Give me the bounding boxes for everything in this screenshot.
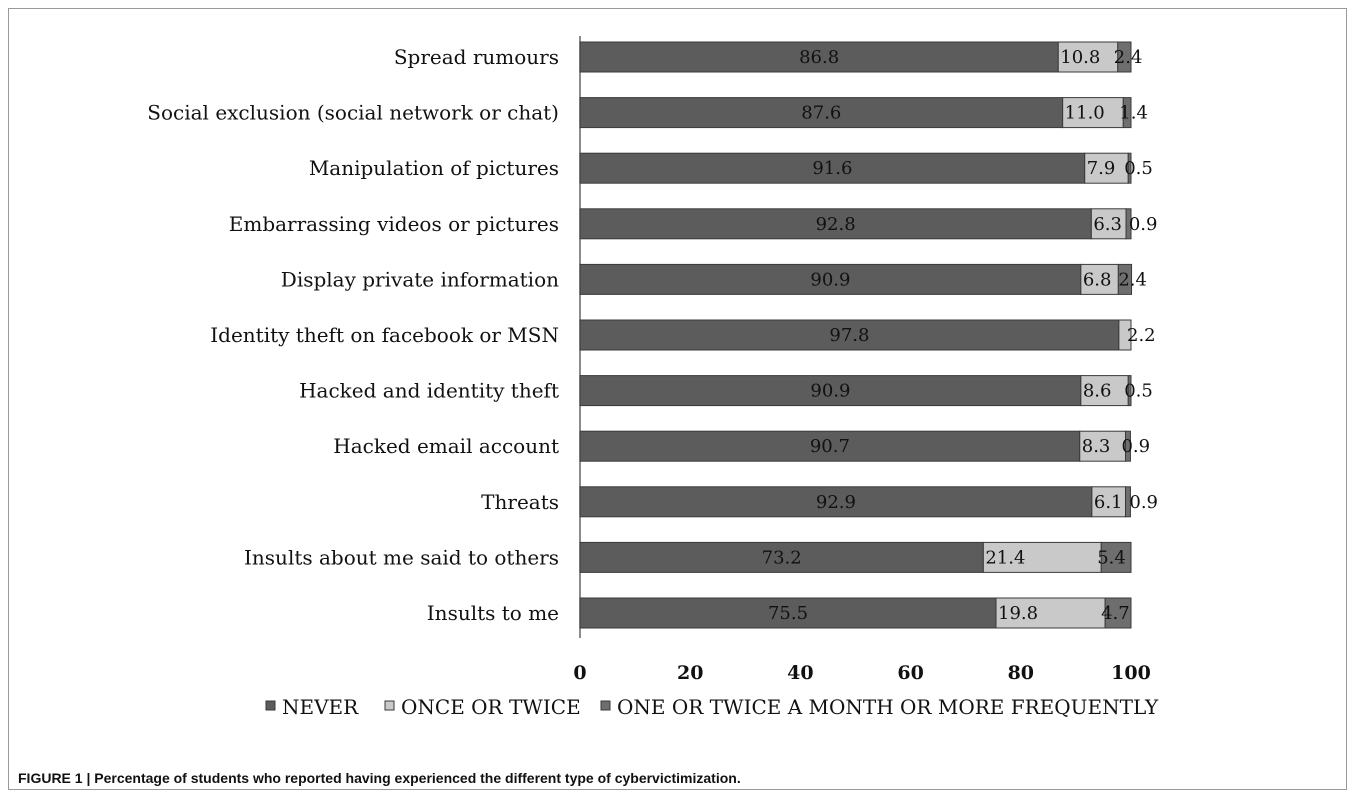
data-label: 73.2 — [762, 547, 802, 568]
data-label: 2.4 — [1114, 47, 1143, 68]
data-label: 87.6 — [801, 103, 841, 124]
category-label: Hacked email account — [333, 434, 559, 458]
category-label: Identity theft on facebook or MSN — [210, 323, 559, 347]
data-label: 90.7 — [810, 436, 850, 457]
bar-segment — [579, 97, 1064, 129]
bar-segment — [1124, 486, 1131, 518]
bar-segment — [579, 430, 1081, 462]
x-tick-label: 40 — [787, 662, 813, 684]
data-label: 8.3 — [1082, 436, 1111, 457]
figure-caption: FIGURE 1 | Percentage of students who re… — [18, 770, 741, 786]
bar-segment — [1079, 430, 1126, 462]
bar-segment — [1080, 375, 1129, 407]
data-label: 6.3 — [1093, 214, 1122, 235]
bar-segment — [1100, 541, 1132, 573]
legend-swatch — [265, 700, 276, 711]
bar-segment — [579, 208, 1092, 240]
data-label: 0.5 — [1124, 158, 1153, 179]
data-label: 10.8 — [1060, 47, 1100, 68]
x-tick-label: 80 — [1008, 662, 1034, 684]
bar-segment — [1117, 263, 1133, 295]
bar-segment — [1127, 152, 1132, 184]
category-label: Insults about me said to others — [244, 545, 559, 569]
bar-segment — [579, 597, 997, 629]
data-label: 86.8 — [799, 47, 839, 68]
stacked-bar-chart: Spread rumours 86.8 10.8 2.4 Social exclusio… — [147, 36, 1159, 719]
data-label: 6.1 — [1094, 492, 1123, 513]
bar-segment — [579, 541, 984, 573]
bar-segment — [1080, 263, 1119, 295]
bar-segment — [579, 319, 1120, 351]
bar-segment — [1104, 597, 1132, 629]
category-label: Threats — [481, 490, 559, 514]
data-label: 2.4 — [1118, 269, 1147, 290]
bar-segment — [579, 263, 1082, 295]
category-label: Manipulation of pictures — [309, 156, 559, 180]
data-label: 0.9 — [1129, 214, 1158, 235]
category-label: Insults to me — [427, 601, 559, 625]
data-label: 2.2 — [1127, 325, 1156, 346]
x-tick-label: 60 — [897, 662, 923, 684]
category-label: Hacked and identity theft — [299, 379, 559, 403]
data-label: 92.9 — [816, 492, 856, 513]
data-label: 0.9 — [1121, 436, 1150, 457]
bar-segment — [1084, 152, 1129, 184]
data-label: 5.4 — [1097, 547, 1126, 568]
data-label: 75.5 — [768, 603, 808, 624]
bar-segment — [579, 486, 1093, 518]
bar-segment — [1118, 319, 1132, 351]
legend-swatch — [600, 700, 611, 711]
legend-label: ONCE OR TWICE — [401, 695, 581, 719]
bar-segment — [579, 41, 1059, 73]
bar-segment — [579, 152, 1086, 184]
legend-label: NEVER — [282, 695, 359, 719]
bar-segment — [1124, 430, 1131, 462]
data-label: 0.5 — [1124, 381, 1153, 402]
data-label: 92.8 — [816, 214, 856, 235]
data-label: 0.9 — [1129, 492, 1158, 513]
data-label: 19.8 — [998, 603, 1038, 624]
data-label: 1.4 — [1119, 103, 1148, 124]
data-label: 90.9 — [810, 269, 850, 290]
category-label: Social exclusion (social network or chat… — [147, 101, 559, 125]
bar-segment — [1122, 97, 1132, 129]
category-label: Spread rumours — [394, 45, 559, 69]
bar-segment — [1057, 41, 1119, 73]
bar-segment — [1117, 41, 1132, 73]
bar-segment — [579, 375, 1082, 407]
data-label: 91.6 — [812, 158, 852, 179]
x-tick-label: 100 — [1111, 662, 1151, 684]
x-tick-label: 0 — [573, 662, 586, 684]
data-label: 4.7 — [1101, 603, 1130, 624]
legend-label: ONE OR TWICE A MONTH OR MORE FREQUENTLY — [617, 695, 1159, 719]
data-label: 90.9 — [810, 381, 850, 402]
bar-segment — [1127, 375, 1132, 407]
bar-segment — [995, 597, 1106, 629]
data-label: 21.4 — [985, 547, 1025, 568]
data-label: 97.8 — [829, 325, 869, 346]
bar-segment — [1125, 208, 1132, 240]
bar-segment — [1090, 208, 1127, 240]
data-label: 6.8 — [1083, 269, 1112, 290]
data-label: 11.0 — [1065, 103, 1105, 124]
category-label: Embarrassing videos or pictures — [229, 212, 559, 236]
category-label: Display private information — [281, 267, 559, 291]
x-tick-label: 20 — [677, 662, 703, 684]
legend-swatch — [384, 700, 395, 711]
data-label: 7.9 — [1087, 158, 1116, 179]
bar-segment — [982, 541, 1102, 573]
data-label: 8.6 — [1083, 381, 1112, 402]
